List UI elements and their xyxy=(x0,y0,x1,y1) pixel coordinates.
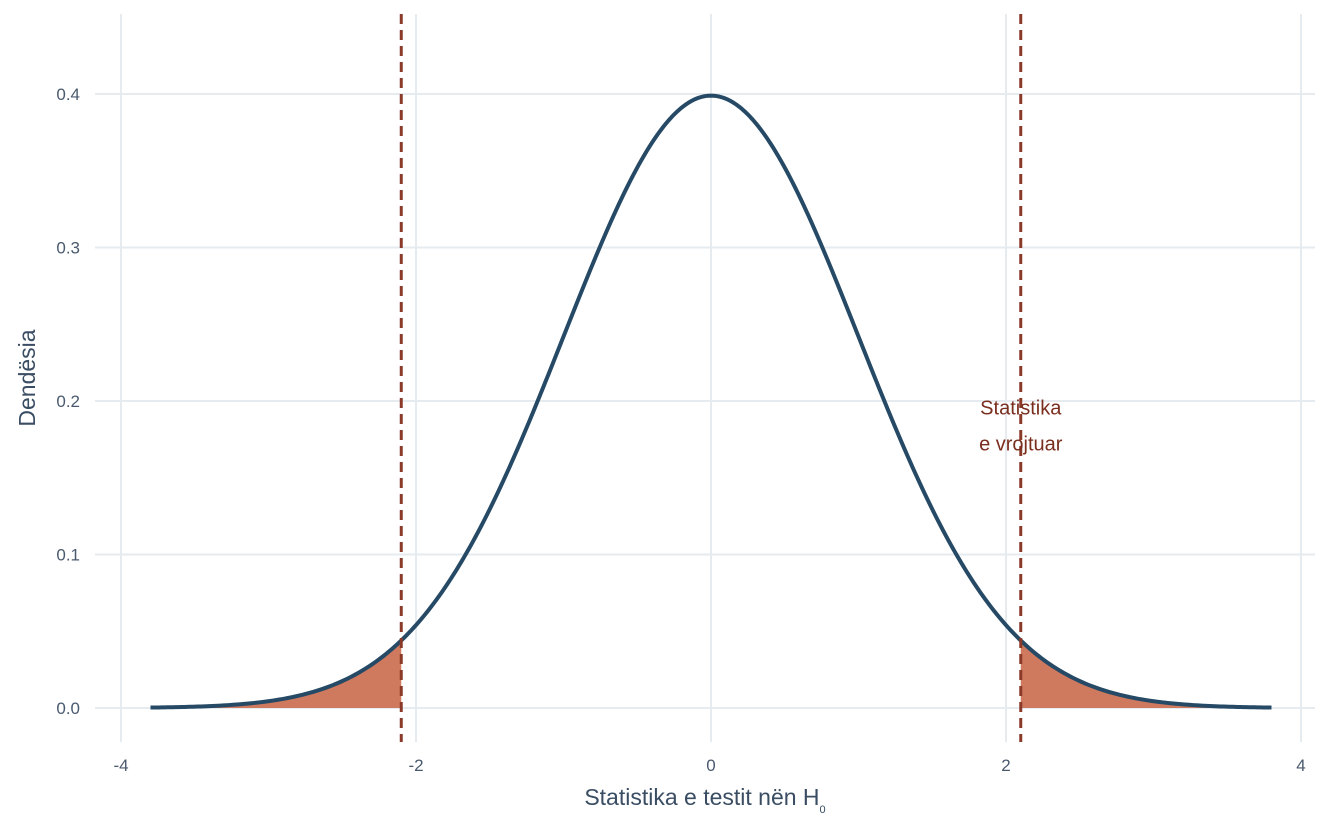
tail-fill-layer xyxy=(150,640,1272,708)
x-tick-label: -4 xyxy=(113,756,128,775)
grid-layer xyxy=(95,14,1315,742)
y-tick-label: 0.1 xyxy=(56,546,80,565)
y-tick-label: 0.2 xyxy=(56,392,80,411)
critical-lines-layer xyxy=(399,14,1023,742)
y-axis-title: Dendësia xyxy=(14,329,40,426)
y-tick-label: 0.4 xyxy=(56,85,80,104)
tick-labels-layer: -4 -2 0 2 4 0.0 0.1 0.2 0.3 0.4 xyxy=(56,85,1305,775)
density-curve xyxy=(150,93,1272,710)
annotation-layer: Statistika e vrojtuar xyxy=(979,398,1063,456)
x-axis-title: Statistika e testit nën H0 xyxy=(584,784,825,816)
x-tick-label: 0 xyxy=(706,756,715,775)
x-axis-title-text: Statistika e testit nën H xyxy=(584,784,819,810)
tail-shaded-region xyxy=(150,640,402,708)
x-tick-label: -2 xyxy=(408,756,423,775)
annotation-line-2: e vrojtuar xyxy=(979,434,1063,456)
tail-shaded-region xyxy=(1020,640,1272,708)
y-tick-label: 0.0 xyxy=(56,699,80,718)
density-curve-layer xyxy=(150,93,1272,710)
x-tick-label: 4 xyxy=(1296,756,1305,775)
x-tick-label: 2 xyxy=(1001,756,1010,775)
x-axis-title-subscript: 0 xyxy=(820,804,826,816)
annotation-line-1: Statistika xyxy=(980,398,1062,420)
y-tick-label: 0.3 xyxy=(56,239,80,258)
